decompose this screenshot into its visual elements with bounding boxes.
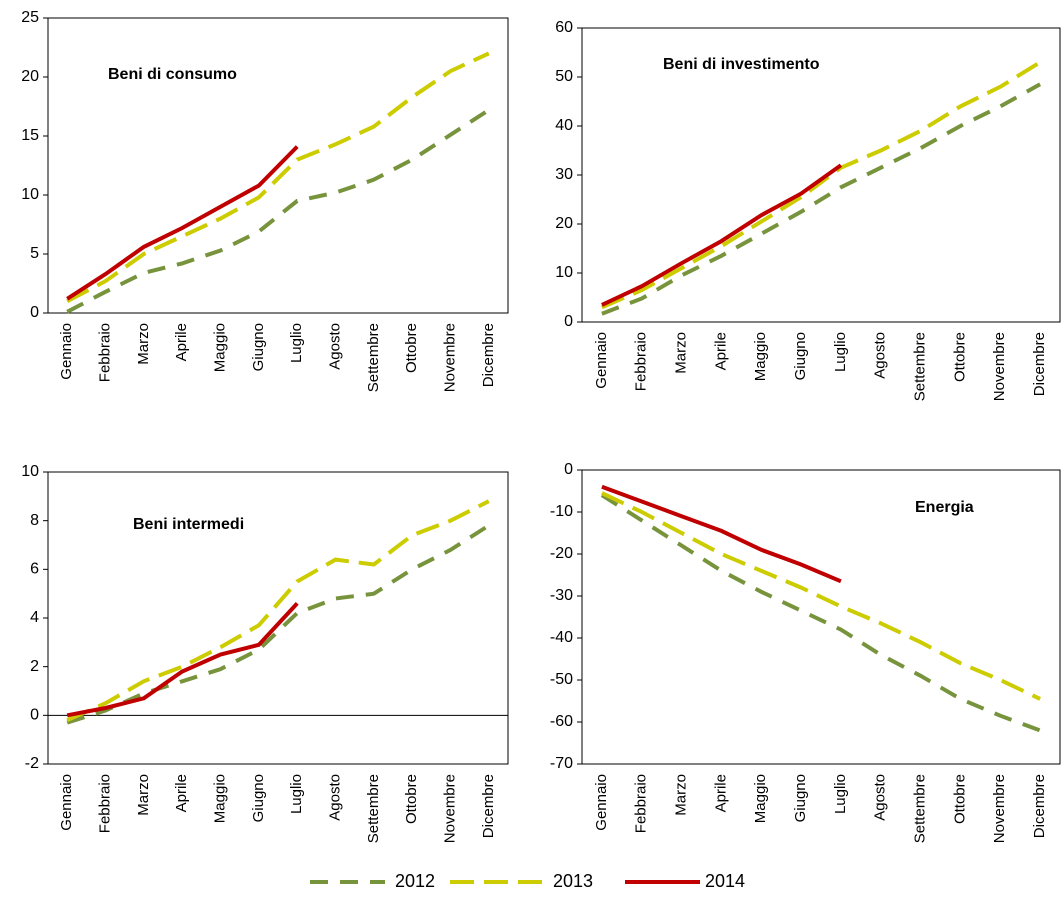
x-tick-label: Giugno bbox=[792, 332, 809, 380]
panel-title: Beni intermedi bbox=[133, 516, 244, 533]
x-tick-label: Marzo bbox=[673, 774, 690, 816]
x-tick-label: Marzo bbox=[673, 332, 690, 374]
x-tick-label: Settembre bbox=[912, 332, 929, 401]
x-tick-label: Aprile bbox=[173, 774, 190, 812]
x-tick-label: Ottobre bbox=[403, 774, 420, 824]
x-tick-label: Agosto bbox=[872, 774, 889, 821]
y-tick-label: -50 bbox=[550, 671, 573, 688]
y-tick-label: -60 bbox=[550, 713, 573, 730]
x-tick-label: Maggio bbox=[211, 774, 228, 823]
x-tick-label: Ottobre bbox=[403, 323, 420, 373]
x-tick-label: Giugno bbox=[792, 774, 809, 822]
x-tick-label: Luglio bbox=[288, 774, 305, 814]
y-tick-label: 20 bbox=[555, 215, 573, 232]
series-line bbox=[66, 523, 490, 725]
legend-label: 2014 bbox=[705, 871, 745, 891]
series-line bbox=[601, 82, 1042, 316]
series-line bbox=[66, 51, 490, 303]
y-tick-label: -40 bbox=[550, 629, 573, 646]
series-line bbox=[601, 60, 1042, 310]
y-tick-label: 20 bbox=[21, 68, 39, 85]
x-tick-label: Novembre bbox=[441, 323, 458, 392]
x-tick-label: Maggio bbox=[752, 332, 769, 381]
x-tick-label: Settembre bbox=[912, 774, 929, 843]
x-tick-label: Luglio bbox=[832, 332, 849, 372]
x-tick-label: Ottobre bbox=[951, 332, 968, 382]
y-tick-label: 5 bbox=[30, 245, 39, 262]
x-tick-label: Giugno bbox=[250, 774, 267, 822]
x-tick-label: Agosto bbox=[326, 323, 343, 370]
y-tick-label: 4 bbox=[30, 609, 39, 626]
x-tick-label: Dicembre bbox=[1031, 332, 1048, 396]
x-tick-label: Marzo bbox=[135, 323, 152, 365]
y-tick-label: -30 bbox=[550, 587, 573, 604]
x-tick-label: Gennaio bbox=[58, 323, 75, 380]
x-tick-label: Agosto bbox=[326, 774, 343, 821]
x-tick-label: Gennaio bbox=[593, 332, 610, 389]
x-tick-label: Maggio bbox=[752, 774, 769, 823]
y-tick-label: 50 bbox=[555, 68, 573, 85]
y-tick-label: -20 bbox=[550, 545, 573, 562]
y-tick-label: -10 bbox=[550, 503, 573, 520]
x-tick-label: Gennaio bbox=[593, 774, 610, 831]
panel-title: Beni di investimento bbox=[663, 56, 820, 73]
x-tick-label: Marzo bbox=[135, 774, 152, 816]
y-tick-label: 40 bbox=[555, 117, 573, 134]
x-tick-label: Giugno bbox=[250, 323, 267, 371]
x-tick-label: Novembre bbox=[441, 774, 458, 843]
legend-label: 2013 bbox=[553, 871, 593, 891]
x-tick-label: Febbraio bbox=[633, 332, 650, 391]
panel-title: Energia bbox=[915, 499, 974, 516]
y-tick-label: 30 bbox=[555, 166, 573, 183]
series-line bbox=[601, 163, 843, 307]
plot-frame bbox=[47, 471, 509, 765]
x-tick-label: Novembre bbox=[991, 774, 1008, 843]
x-tick-label: Settembre bbox=[365, 323, 382, 392]
legend-label: 2012 bbox=[395, 871, 435, 891]
x-tick-label: Aprile bbox=[712, 332, 729, 370]
y-tick-label: 0 bbox=[30, 707, 39, 724]
x-tick-label: Ottobre bbox=[951, 774, 968, 824]
series-line bbox=[66, 145, 299, 301]
x-tick-label: Dicembre bbox=[480, 774, 497, 838]
x-tick-label: Febbraio bbox=[633, 774, 650, 833]
x-tick-label: Agosto bbox=[872, 332, 889, 379]
x-tick-label: Luglio bbox=[832, 774, 849, 814]
x-tick-label: Febbraio bbox=[96, 774, 113, 833]
series-line bbox=[66, 499, 490, 723]
y-tick-label: 0 bbox=[564, 313, 573, 330]
plot-frame bbox=[581, 469, 1061, 765]
y-tick-label: 10 bbox=[21, 463, 39, 480]
plot-frame bbox=[47, 17, 509, 314]
y-tick-label: 0 bbox=[30, 304, 39, 321]
y-tick-label: 10 bbox=[555, 264, 573, 281]
x-tick-label: Maggio bbox=[211, 323, 228, 372]
y-tick-label: 10 bbox=[21, 186, 39, 203]
y-tick-label: 8 bbox=[30, 512, 39, 529]
series-line bbox=[66, 602, 299, 718]
x-tick-label: Febbraio bbox=[96, 323, 113, 382]
x-tick-label: Novembre bbox=[991, 332, 1008, 401]
x-tick-label: Dicembre bbox=[480, 323, 497, 387]
x-tick-label: Luglio bbox=[288, 323, 305, 363]
y-tick-label: 0 bbox=[564, 461, 573, 478]
y-tick-label: -70 bbox=[550, 755, 573, 772]
x-tick-label: Aprile bbox=[173, 323, 190, 361]
y-tick-label: 25 bbox=[21, 9, 39, 26]
y-tick-label: 2 bbox=[30, 658, 39, 675]
y-tick-label: 60 bbox=[555, 19, 573, 36]
y-tick-label: 6 bbox=[30, 561, 39, 578]
x-tick-label: Gennaio bbox=[58, 774, 75, 831]
y-tick-label: 15 bbox=[21, 127, 39, 144]
x-tick-label: Settembre bbox=[365, 774, 382, 843]
series-line bbox=[601, 484, 842, 584]
series-line bbox=[66, 108, 490, 314]
series-line bbox=[601, 491, 1041, 701]
series-line bbox=[600, 493, 1041, 733]
y-tick-label: -2 bbox=[25, 755, 39, 772]
x-tick-label: Dicembre bbox=[1031, 774, 1048, 838]
panel-title: Beni di consumo bbox=[108, 66, 237, 83]
x-tick-label: Aprile bbox=[712, 774, 729, 812]
